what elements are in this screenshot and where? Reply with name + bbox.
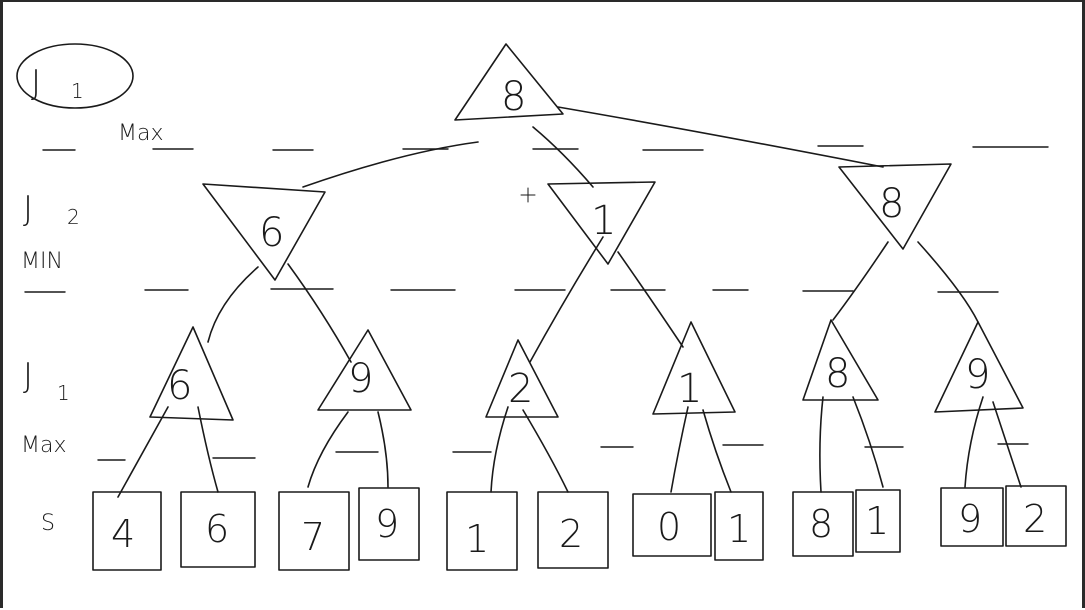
max-node-2 bbox=[317, 329, 412, 411]
leaf-6-value: 2 bbox=[559, 512, 583, 556]
leaf-8-value: 1 bbox=[727, 507, 751, 551]
root-value: 8 bbox=[501, 74, 526, 120]
leaves-label: S bbox=[41, 511, 55, 536]
min-node-2-value: 1 bbox=[591, 198, 616, 244]
max-node-5-value: 8 bbox=[825, 351, 850, 397]
leaf-3-value: 7 bbox=[301, 515, 325, 559]
leaf-box-3 bbox=[278, 491, 350, 571]
max-node-1 bbox=[149, 326, 234, 421]
leaf-box-8 bbox=[714, 491, 764, 561]
root-player-subscript: 1 bbox=[71, 79, 84, 103]
leaf-box-6 bbox=[537, 491, 609, 569]
max-node-2-value: 9 bbox=[348, 356, 373, 402]
leaf-boxes: 4 6 7 9 1 2 0 1 8 1 9 2 bbox=[92, 485, 1067, 571]
level1-player-label: J bbox=[23, 189, 33, 229]
leaf-2-value: 6 bbox=[205, 507, 229, 551]
root-max-node bbox=[454, 43, 564, 121]
tree-edges bbox=[117, 106, 1022, 498]
max-node-6-value: 9 bbox=[965, 352, 990, 398]
min-node-2 bbox=[547, 181, 656, 265]
leaf-4-value: 9 bbox=[375, 502, 399, 546]
max-node-3 bbox=[485, 339, 559, 418]
level2-role-label: Max bbox=[21, 433, 66, 458]
leaf-9-value: 8 bbox=[809, 502, 833, 546]
leaf-box-11 bbox=[940, 487, 1004, 547]
max-node-6 bbox=[934, 321, 1024, 413]
root-role-label: Max bbox=[118, 121, 163, 146]
min-node-1-value: 6 bbox=[259, 210, 284, 256]
max-node-4 bbox=[652, 321, 736, 415]
leaf-box-2 bbox=[180, 491, 256, 568]
separator-line-3 bbox=[97, 443, 1029, 461]
leaf-7-value: 0 bbox=[657, 505, 681, 549]
leaf-box-10 bbox=[855, 489, 901, 553]
leaf-1-value: 4 bbox=[111, 512, 135, 556]
leaf-10-value: 1 bbox=[865, 499, 889, 543]
max-node-1-value: 6 bbox=[167, 363, 192, 409]
level2-player-label: J bbox=[23, 356, 33, 396]
max-node-3-value: 2 bbox=[508, 366, 533, 412]
root-player-circle bbox=[16, 43, 134, 109]
max-node-4-value: 1 bbox=[677, 366, 702, 412]
leaf-11-value: 9 bbox=[958, 497, 982, 541]
level2-player-subscript: 1 bbox=[57, 381, 70, 405]
leaf-box-5 bbox=[446, 491, 518, 571]
leaf-box-4 bbox=[358, 487, 420, 561]
leaf-box-7 bbox=[632, 493, 712, 557]
separator-line-1 bbox=[42, 145, 1049, 151]
crosshair-cursor-icon bbox=[520, 187, 536, 203]
leaf-12-value: 2 bbox=[1023, 497, 1047, 541]
separator-line-2 bbox=[24, 288, 999, 293]
leaf-box-9 bbox=[792, 491, 854, 557]
min-node-1 bbox=[202, 183, 326, 281]
min-node-3-value: 8 bbox=[879, 181, 904, 227]
minimax-tree-drawing: J 1 Max J 2 MIN J 1 Max S bbox=[16, 43, 1067, 571]
max-node-5 bbox=[802, 319, 879, 401]
root-player-label: J bbox=[31, 63, 41, 103]
leaf-box-12 bbox=[1005, 485, 1067, 547]
min-node-3 bbox=[838, 163, 952, 250]
leaf-box-1 bbox=[92, 491, 162, 571]
level1-player-subscript: 2 bbox=[67, 205, 80, 229]
level1-role-label: MIN bbox=[21, 249, 63, 274]
leaf-5-value: 1 bbox=[465, 517, 489, 561]
